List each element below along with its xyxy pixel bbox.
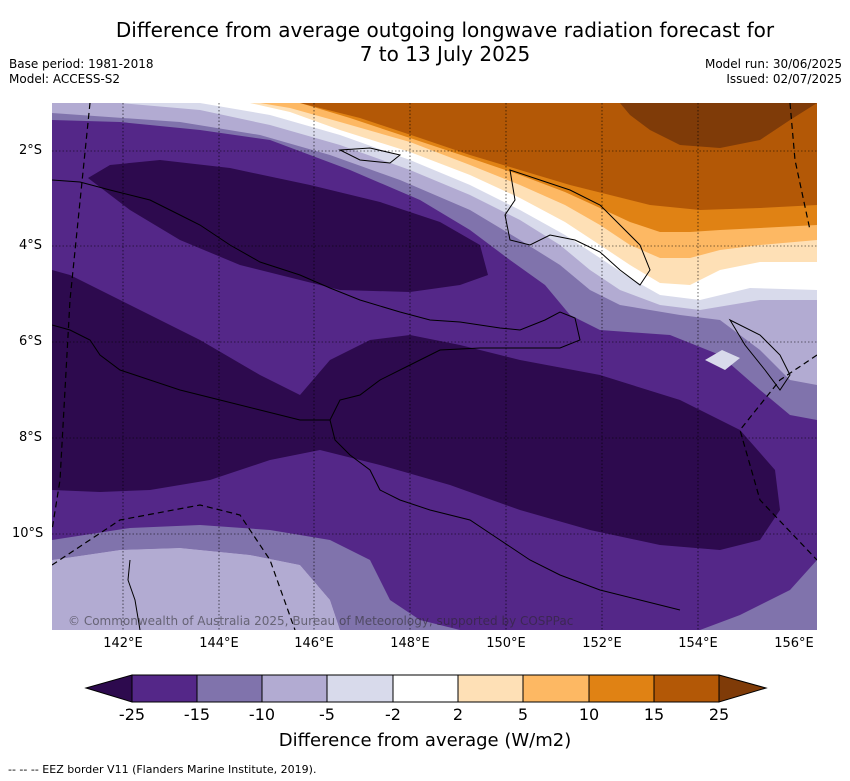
lon-tick-146e: 146°E xyxy=(294,636,334,651)
lon-tick-142e: 142°E xyxy=(103,636,143,651)
coastline-new-guinea xyxy=(52,179,681,611)
model-name: Model: ACCESS-S2 xyxy=(9,72,121,86)
metadata-left: Base period: 1981-2018 Model: ACCESS-S2 xyxy=(9,57,154,87)
lon-tick-156e: 156°E xyxy=(774,636,814,651)
eez-borders xyxy=(52,103,817,630)
coastline-new-britain xyxy=(504,169,651,286)
colorbar-label: 10 xyxy=(578,705,600,724)
colorbar-bin-p10-p15 xyxy=(588,674,655,703)
band-below-m25-south xyxy=(52,270,780,550)
lat-tick-2s: 2°S xyxy=(19,143,43,158)
colorbar-bin-m2-p2 xyxy=(392,674,459,703)
band-m5-m2-east xyxy=(705,350,740,370)
lat-tick-4s: 4°S xyxy=(19,238,43,253)
colorbar-bin-m5-m2 xyxy=(326,674,394,703)
lat-tick-8s: 8°S xyxy=(19,430,43,445)
contour-fills xyxy=(52,103,817,630)
lon-tick-144e: 144°E xyxy=(199,636,239,651)
colorbar-title: Difference from average (W/m2) xyxy=(278,730,572,751)
colorbar-bin-m25-m15 xyxy=(131,674,198,703)
lat-tick-10s: 10°S xyxy=(12,526,44,541)
copyright-notice: © Commonwealth of Australia 2025, Bureau… xyxy=(68,614,574,628)
coastline-bougainville xyxy=(728,318,791,391)
band-m10-m5-south-b xyxy=(52,548,340,630)
colorbar-bin-p15-p25 xyxy=(653,674,720,703)
lat-tick-6s: 6°S xyxy=(19,334,43,349)
colorbar-bin-m10-m5 xyxy=(261,674,328,703)
band-m15-m10-south xyxy=(52,525,460,630)
colorbar-bin-p2-p5 xyxy=(457,674,524,703)
issued-date: Issued: 02/07/2025 xyxy=(726,72,842,86)
colorbar-bin-p5-p10 xyxy=(522,674,590,703)
lon-tick-150e: 150°E xyxy=(486,636,526,651)
band-above-p25 xyxy=(620,103,817,148)
colorbar-label: 15 xyxy=(643,705,665,724)
metadata-right: Model run: 30/06/2025 Issued: 02/07/2025 xyxy=(705,57,842,87)
colorbar-extend-high xyxy=(718,674,768,703)
graticule xyxy=(52,103,817,630)
colorbar-label: -15 xyxy=(183,705,211,724)
colorbar-label: -10 xyxy=(248,705,276,724)
title-line-2: 7 to 13 July 2025 xyxy=(359,42,531,66)
colorbar-bin-m15-m10 xyxy=(196,674,263,703)
colorbar-label: -2 xyxy=(385,705,401,724)
colorbar-label: 25 xyxy=(708,705,730,724)
colorbar-label: 2 xyxy=(452,705,464,724)
band-m15-m10-east xyxy=(700,560,817,630)
eez-border-west xyxy=(52,103,91,531)
coastline-new-ireland xyxy=(338,147,402,164)
model-run: Model run: 30/06/2025 xyxy=(704,57,842,71)
title-line-1: Difference from average outgoing longwav… xyxy=(115,18,775,42)
lon-tick-148e: 148°E xyxy=(390,636,430,651)
colorbar-label: -5 xyxy=(319,705,335,724)
eez-border-ne xyxy=(789,103,811,231)
lon-tick-154e: 154°E xyxy=(678,636,718,651)
coastlines xyxy=(52,147,791,630)
eez-footnote: -- -- -- EEZ border V11 (Flanders Marine… xyxy=(8,763,317,776)
colorbar-label: 5 xyxy=(517,705,529,724)
band-below-m25-north xyxy=(88,160,488,292)
eez-border-south xyxy=(52,504,296,630)
map-title: Difference from average outgoing longwav… xyxy=(60,18,830,66)
base-period: Base period: 1981-2018 xyxy=(9,57,154,71)
lon-tick-152e: 152°E xyxy=(582,636,622,651)
colorbar-extend-low xyxy=(84,674,133,703)
coastline-australia xyxy=(127,559,141,630)
colorbar-label: -25 xyxy=(118,705,146,724)
